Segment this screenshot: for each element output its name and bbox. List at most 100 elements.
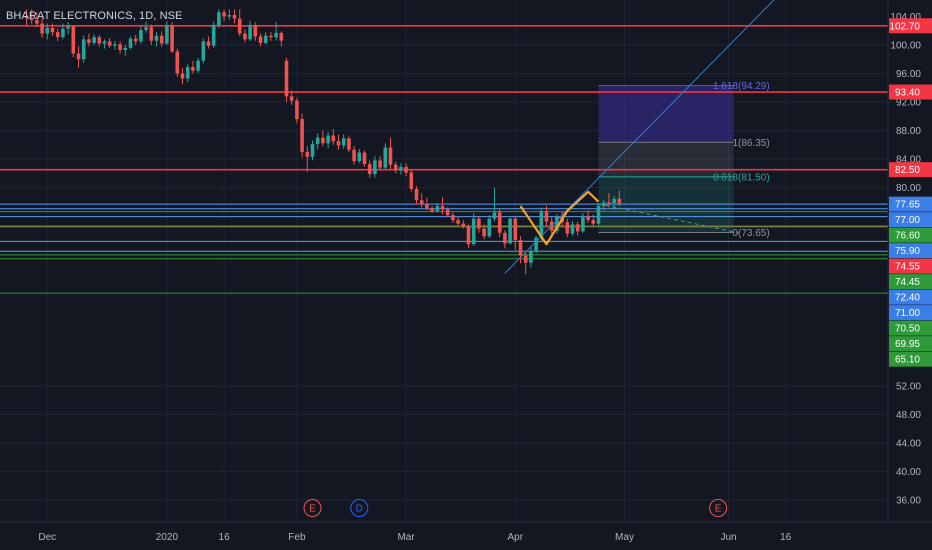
candle-body — [165, 25, 169, 44]
candle-body — [310, 144, 315, 157]
candle-body — [367, 163, 372, 174]
price-tick-label: 96.00 — [896, 69, 921, 80]
candle-body — [617, 198, 622, 204]
candle-body — [149, 27, 154, 41]
time-axis: Dec 2020 16 Feb Mar Apr May Jun 16 — [0, 521, 932, 550]
candle-body — [378, 160, 382, 168]
candle-body — [175, 51, 180, 74]
time-tick-label: 2020 — [156, 532, 179, 543]
fibonacci-extension: 1.618(94.29) 1(86.35) 0.618(81.50) 0(73.65) — [598, 81, 770, 239]
candle-body — [497, 212, 502, 233]
candle-body — [409, 172, 414, 189]
candles — [24, 9, 622, 274]
price-tick-label: 80.00 — [896, 183, 921, 194]
candle-body — [607, 202, 611, 204]
price-tag-label: 71.00 — [895, 308, 920, 319]
price-tag-label: 69.95 — [895, 339, 920, 350]
candle-body — [555, 216, 559, 231]
candle-body — [508, 218, 512, 244]
event-marker-label: E — [309, 504, 316, 515]
price-tag-label: 65.10 — [895, 355, 920, 366]
event-marker-label: E — [715, 504, 722, 515]
candle-body — [435, 205, 440, 211]
candle-body — [570, 224, 575, 234]
price-tick-label: 84.00 — [896, 155, 921, 166]
candle-body — [362, 152, 367, 164]
event-marker — [303, 499, 322, 517]
price-tag — [889, 84, 932, 100]
time-tick-label: 16 — [219, 532, 231, 543]
time-tick-label: Feb — [288, 532, 306, 543]
candle-body — [118, 44, 122, 50]
fib-level-label: 1(86.35) — [732, 138, 769, 149]
projection-line — [598, 203, 740, 234]
candle-body — [477, 218, 481, 229]
price-tick-label: 92.00 — [896, 98, 921, 109]
price-tag — [889, 18, 932, 34]
ascending-trendline — [504, 0, 775, 274]
candle-body — [430, 208, 434, 211]
candle-body — [222, 12, 226, 17]
candle-body — [596, 205, 601, 224]
candle-body — [139, 30, 143, 42]
candle-body — [237, 18, 242, 34]
candle-body — [347, 138, 351, 150]
candle-body — [248, 25, 252, 40]
price-tag — [889, 320, 932, 336]
candle-body — [482, 228, 486, 237]
candle-body — [211, 25, 216, 46]
candle-body — [92, 37, 96, 43]
candle-body — [529, 251, 533, 263]
symbol-title[interactable]: BHARAT ELECTRONICS, 1D, NSE — [6, 10, 183, 22]
candle-body — [466, 226, 471, 245]
candle-body — [263, 35, 268, 43]
candle-body — [357, 152, 362, 162]
candle-body — [300, 119, 304, 152]
event-marker — [709, 499, 728, 517]
price-tag — [889, 274, 932, 290]
price-tag-label: 74.45 — [895, 277, 920, 288]
price-axis: 104.00 100.00 96.00 92.00 88.00 84.00 80.00 52.… — [887, 0, 932, 550]
candle-body — [144, 27, 148, 31]
fib-zone — [598, 176, 734, 233]
candle-body — [404, 166, 408, 173]
candle-body — [71, 26, 76, 54]
time-tick-label: Dec — [38, 532, 56, 543]
candle-body — [253, 25, 258, 37]
time-tick-label: May — [615, 532, 634, 543]
candle-body — [50, 27, 55, 33]
candle-body — [201, 41, 206, 61]
candle-body — [87, 39, 91, 43]
candle-body — [534, 237, 538, 252]
candle-body — [279, 32, 284, 41]
price-tag — [889, 227, 932, 243]
time-tick-label: Mar — [397, 532, 415, 543]
candle-body — [591, 220, 596, 224]
candle-body — [35, 20, 39, 24]
candle-body — [445, 209, 450, 216]
price-tag — [889, 351, 932, 367]
candle-body — [315, 137, 320, 145]
candle-body — [503, 232, 507, 244]
time-tick-label: 16 — [780, 532, 792, 543]
candle-body — [440, 205, 445, 210]
candle-body — [128, 38, 133, 48]
candle-body — [471, 218, 476, 245]
candle-body — [487, 218, 492, 237]
fib-level-label: 0(73.65) — [732, 228, 769, 239]
price-tag-label: 70.50 — [895, 324, 920, 335]
candle-body — [24, 16, 29, 18]
price-tag — [889, 258, 932, 274]
event-marker — [350, 499, 369, 517]
event-marker-label: D — [356, 504, 363, 515]
price-tick-label: 48.00 — [896, 410, 921, 421]
candle-body — [331, 135, 336, 142]
price-tick-label: 88.00 — [896, 126, 921, 137]
price-tag-label: 72.40 — [895, 293, 920, 304]
candle-body — [76, 53, 81, 60]
candle-body — [274, 32, 278, 38]
price-tick-label: 40.00 — [896, 467, 921, 478]
